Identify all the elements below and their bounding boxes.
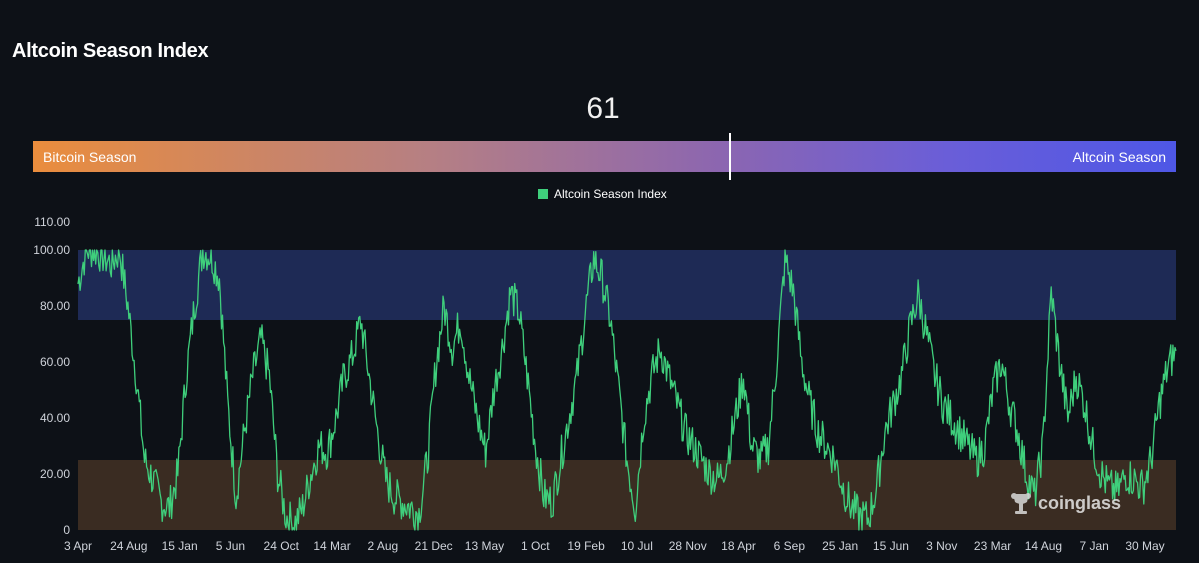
x-tick-label: 14 Mar [313,539,350,553]
x-tick-label: 18 Apr [721,539,756,553]
x-tick-label: 3 Apr [64,539,92,553]
x-tick-label: 15 Jan [162,539,198,553]
x-tick-label: 21 Dec [415,539,453,553]
current-index-value: 61 [586,92,620,125]
y-tick-label: 40.00 [40,411,70,425]
series-line-altcoin-season-index [77,249,1177,531]
y-tick-label: 20.00 [40,467,70,481]
x-tick-label: 30 May [1125,539,1164,553]
x-tick-label: 5 Jun [216,539,245,553]
x-tick-label: 6 Sep [774,539,806,553]
x-tick-label: 3 Nov [926,539,957,553]
x-tick-label: 13 May [465,539,504,553]
bitcoin_zone-band [78,460,1176,530]
y-tick-label: 60.00 [40,355,70,369]
altcoin-index-chart[interactable]: 0 20.00 40.00 60.00 80.00 100.00 110.00 3 Apr 24… [0,205,1199,563]
coinglass-logo-icon [1011,493,1031,514]
current-value-marker [729,133,732,180]
altcoin-season-label: Altcoin Season [1072,149,1166,165]
y-tick-label: 80.00 [40,299,70,313]
coinglass-watermark: coinglass [1010,490,1121,516]
bitcoin-season-label: Bitcoin Season [43,149,137,165]
x-tick-label: 19 Feb [567,539,605,553]
x-tick-label: 15 Jun [873,539,909,553]
altcoin_zone-band [78,250,1176,320]
y-tick-label: 100.00 [33,243,70,257]
y-tick-label: 110.00 [34,215,70,229]
x-tick-label: 7 Jan [1080,539,1109,553]
legend-swatch [538,189,548,199]
x-tick-label: 25 Jan [822,539,858,553]
x-tick-label: 23 Mar [974,539,1011,553]
legend-label: Altcoin Season Index [554,187,667,201]
x-tick-label: 2 Aug [368,539,399,553]
x-tick-label: 24 Aug [110,539,147,553]
x-tick-label: 24 Oct [264,539,300,553]
watermark-text: coinglass [1038,492,1122,513]
chart-legend[interactable]: Altcoin Season Index [538,187,667,201]
x-tick-label: 10 Jul [621,539,653,553]
x-tick-label: 1 Oct [521,539,550,553]
x-tick-label: 14 Aug [1025,539,1062,553]
x-tick-label: 28 Nov [669,539,707,553]
page-title: Altcoin Season Index [12,40,209,62]
y-tick-label: 0 [63,523,70,537]
season-gauge-bar: Bitcoin Season Altcoin Season [33,133,1176,180]
